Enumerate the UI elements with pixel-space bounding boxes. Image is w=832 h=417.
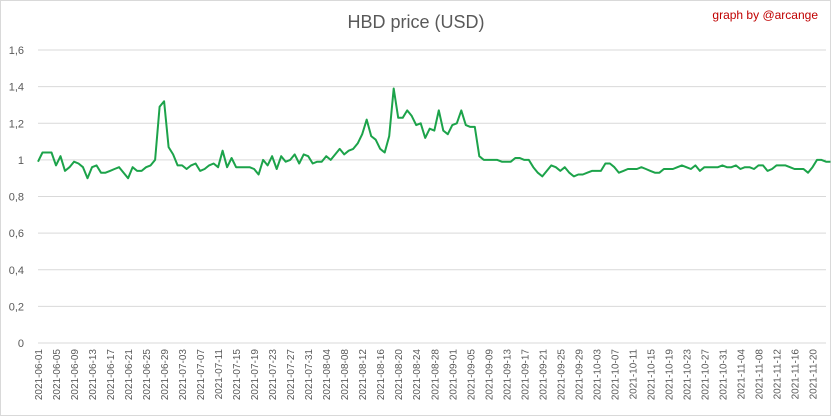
x-tick-label: 2021-07-07 — [196, 349, 207, 401]
x-tick-label: 2021-08-28 — [430, 349, 441, 401]
x-tick-label: 2021-09-21 — [538, 349, 549, 401]
series-group — [37, 87, 831, 180]
x-tick-label: 2021-08-24 — [412, 349, 423, 401]
x-tick-label: 2021-06-13 — [88, 349, 99, 401]
x-tick-label: 2021-10-23 — [682, 349, 693, 401]
x-tick-label: 2021-06-09 — [70, 349, 81, 401]
x-tick-label: 2021-10-03 — [592, 349, 603, 401]
x-tick-label: 2021-09-25 — [556, 349, 567, 401]
y-tick-label: 1 — [18, 155, 24, 167]
x-tick-label: 2021-10-07 — [610, 349, 621, 401]
y-tick-label: 1,4 — [9, 82, 24, 94]
x-axis: 2021-06-01 2021-06-05 2021-06-09 2021-06-13… — [34, 349, 819, 401]
x-tick-label: 2021-10-31 — [718, 349, 729, 401]
x-tick-label: 2021-09-17 — [520, 349, 531, 401]
x-tick-label: 2021-07-03 — [178, 349, 189, 401]
x-tick-label: 2021-10-27 — [700, 349, 711, 401]
x-tick-label: 2021-08-16 — [376, 349, 387, 401]
x-tick-label: 2021-07-23 — [268, 349, 279, 401]
x-tick-label: 2021-08-12 — [358, 349, 369, 401]
y-tick-label: 0 — [18, 338, 24, 350]
x-tick-label: 2021-07-19 — [250, 349, 261, 401]
x-tick-label: 2021-10-11 — [628, 349, 639, 400]
x-tick-label: 2021-06-21 — [124, 349, 135, 401]
x-tick-label: 2021-06-01 — [34, 349, 45, 401]
y-tick-label: 0,2 — [9, 301, 24, 313]
x-tick-label: 2021-08-08 — [340, 349, 351, 401]
x-tick-label: 2021-08-20 — [394, 349, 405, 401]
x-tick-label: 2021-11-20 — [808, 349, 819, 400]
x-tick-label: 2021-07-27 — [286, 349, 297, 401]
gridlines — [38, 49, 826, 344]
x-tick-label: 2021-06-29 — [160, 349, 171, 401]
y-tick-label: 0,4 — [9, 265, 24, 277]
x-tick-label: 2021-09-09 — [484, 349, 495, 401]
y-tick-label: 1,6 — [9, 45, 24, 57]
y-tick-label: 0,8 — [9, 192, 24, 204]
x-tick-label: 2021-10-19 — [664, 349, 675, 401]
x-tick-label: 2021-11-04 — [736, 349, 747, 400]
x-tick-label: 2021-07-11 — [214, 349, 225, 400]
x-tick-label: 2021-11-08 — [754, 349, 765, 400]
series-line — [37, 87, 831, 180]
x-tick-label: 2021-09-29 — [574, 349, 585, 401]
x-tick-label: 2021-07-31 — [304, 349, 315, 401]
x-tick-label: 2021-09-13 — [502, 349, 513, 401]
x-tick-label: 2021-10-15 — [646, 349, 657, 401]
chart-title: HBD price (USD) — [347, 12, 485, 32]
x-tick-label: 2021-06-25 — [142, 349, 153, 401]
y-axis: 0 0,2 0,4 0,6 0,8 1 1,2 1,4 1,6 — [9, 45, 24, 350]
x-tick-label: 2021-11-12 — [772, 349, 783, 400]
y-tick-label: 1,2 — [9, 118, 24, 130]
x-tick-label: 2021-07-15 — [232, 349, 243, 401]
x-tick-label: 2021-09-01 — [448, 349, 459, 401]
chart-credit: graph by @arcange — [712, 8, 818, 22]
x-tick-label: 2021-06-05 — [52, 349, 63, 401]
x-tick-label: 2021-09-05 — [466, 349, 477, 401]
x-tick-label: 2021-06-17 — [106, 349, 117, 401]
x-tick-label: 2021-08-04 — [322, 349, 333, 401]
x-tick-label: 2021-11-16 — [790, 349, 801, 400]
y-tick-label: 0,6 — [9, 228, 24, 240]
